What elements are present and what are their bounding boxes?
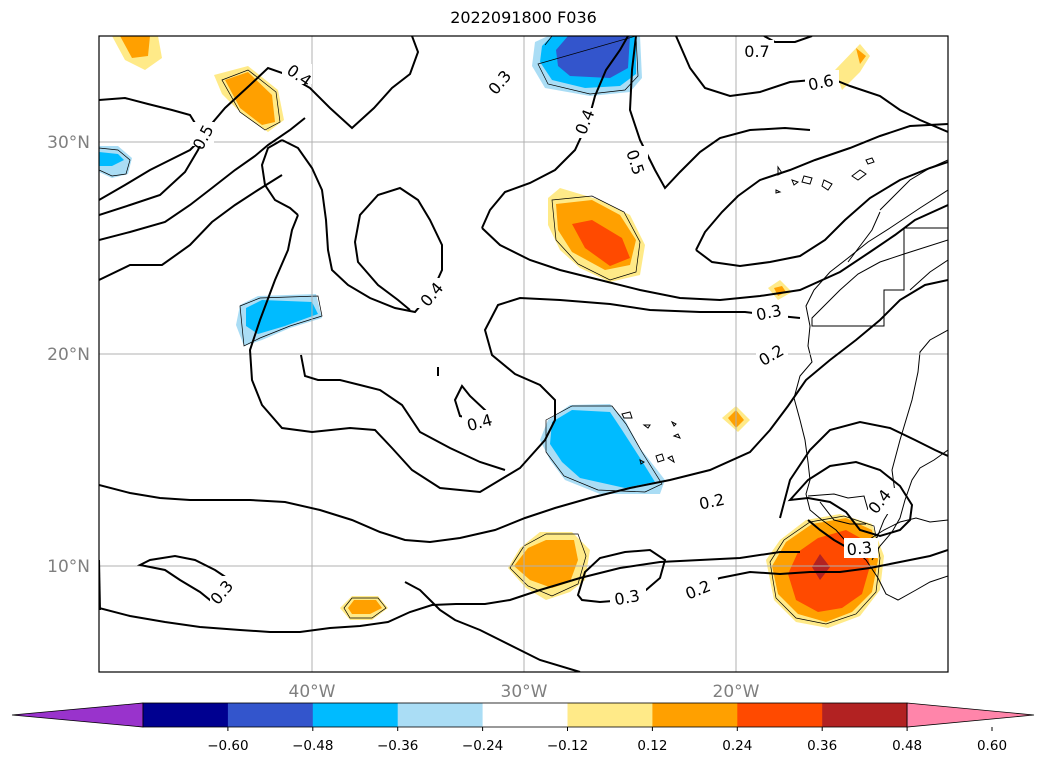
map-frame <box>98 35 949 673</box>
colorbar-cell <box>567 703 653 727</box>
colorbar-tick-label: −0.12 <box>547 738 588 754</box>
colorbar-tick-label: −0.36 <box>377 738 418 754</box>
lon-label-20w: 20°W <box>713 682 760 702</box>
colorbar-cell <box>652 703 738 727</box>
lon-label-40w: 40°W <box>289 682 336 702</box>
colorbar-tick-label: 0.48 <box>892 738 922 754</box>
coastlines <box>621 157 948 601</box>
colorbar-extend-low <box>11 702 144 728</box>
contour-label: 0.3 <box>754 301 783 325</box>
lon-labels: 40°W 30°W 20°W <box>289 682 760 702</box>
map-area: 0.4 0.5 0.3 0.4 0.5 0.7 0.6 0.4 0.3 0.2 … <box>99 36 948 672</box>
colorbar-frame <box>142 702 908 728</box>
contour-label: 0.7 <box>744 42 769 61</box>
lat-label-20n: 20°N <box>47 345 90 365</box>
colorbar-tick-label: 0.36 <box>807 738 837 754</box>
chart-title: 2022091800 F036 <box>450 8 597 27</box>
colorbar-tick-label: −0.24 <box>462 738 503 754</box>
colorbar-ticks: −0.60 −0.48 −0.36 −0.24 −0.12 0.12 0.24 0.36 0.4… <box>207 727 1007 754</box>
colorbar-tick-label: −0.60 <box>207 738 248 754</box>
shaded-outlines <box>99 36 881 625</box>
colorbar: −0.60 −0.48 −0.36 −0.24 −0.12 0.12 0.24 0.36 0.4… <box>11 702 1035 754</box>
colorbar-tick-label: −0.48 <box>292 738 333 754</box>
lat-label-10n: 10°N <box>47 557 90 577</box>
colorbar-cell <box>482 703 568 727</box>
colorbar-cell <box>312 703 399 727</box>
colorbar-cell <box>822 703 908 727</box>
shaded-anomalies <box>99 36 884 628</box>
colorbar-cell <box>227 703 314 727</box>
contour-label: 0.3 <box>613 586 641 609</box>
colorbar-extend-high <box>906 702 1035 728</box>
contour-label-backgrounds <box>190 40 898 608</box>
lon-label-30w: 30°W <box>501 682 548 702</box>
colorbar-tick-label: 0.60 <box>977 738 1007 754</box>
gridlines <box>99 36 948 672</box>
contour-label: 0.6 <box>806 71 835 95</box>
colorbar-tick-label: 0.12 <box>637 738 667 754</box>
colorbar-cells <box>11 702 1035 728</box>
contour-label: 0.2 <box>697 490 726 514</box>
colorbar-cell <box>737 703 823 727</box>
colorbar-cell <box>143 703 229 727</box>
colorbar-tick-label: 0.24 <box>722 738 752 754</box>
contour-label: 0.3 <box>846 538 873 560</box>
lat-labels: 30°N 20°N 10°N <box>47 133 90 577</box>
colorbar-cell <box>397 703 484 727</box>
lat-label-30n: 30°N <box>47 133 90 153</box>
